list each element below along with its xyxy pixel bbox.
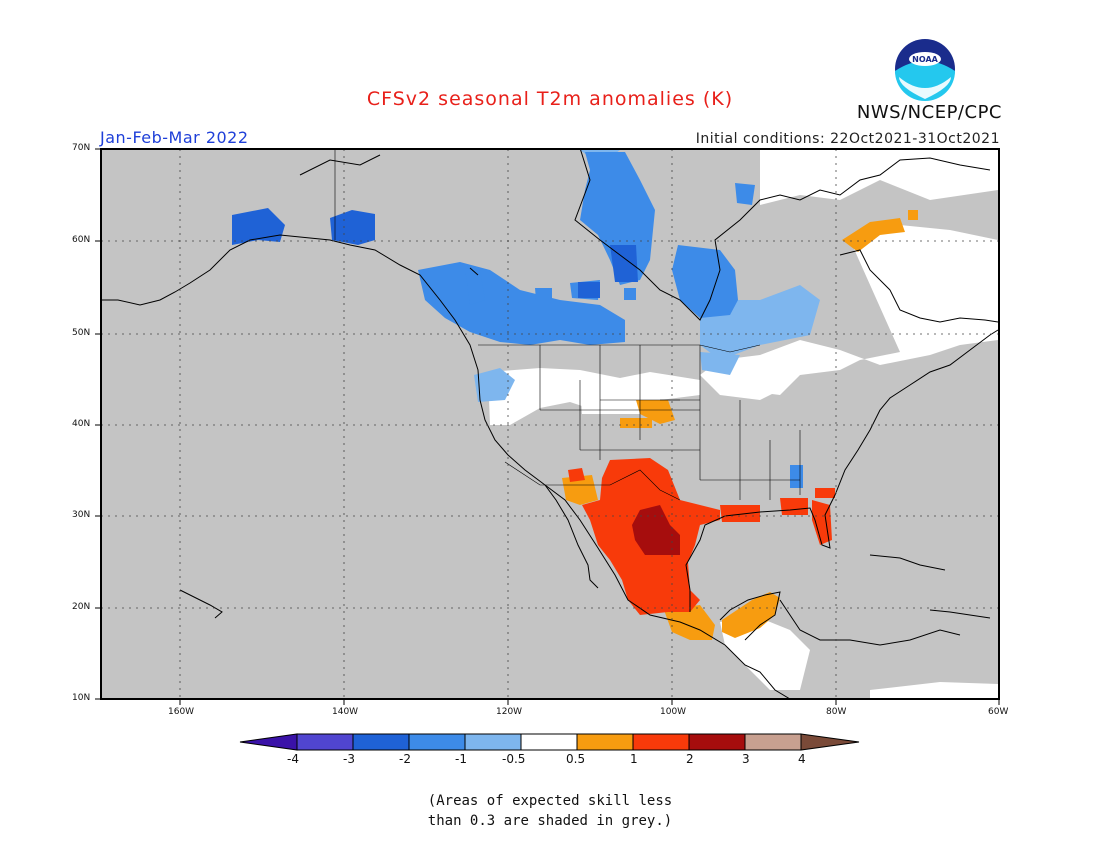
logo-text: NOAA bbox=[912, 55, 938, 64]
warm-anomaly-0.5-1 bbox=[562, 210, 918, 640]
lon-label-60w: 60W bbox=[988, 707, 1009, 717]
lon-label-120w: 120W bbox=[496, 707, 523, 717]
lat-label-50n: 50N bbox=[72, 328, 91, 338]
colorbar-tick: -0.5 bbox=[502, 752, 526, 766]
colorbar-tick: 0.5 bbox=[566, 752, 586, 766]
lat-label-30n: 30N bbox=[72, 510, 91, 520]
colorbar-tick: 1 bbox=[630, 752, 638, 766]
neutral-zones bbox=[488, 150, 998, 699]
colorbar-tick: 4 bbox=[798, 752, 806, 766]
lat-label-60n: 60N bbox=[72, 235, 91, 245]
lon-label-160w: 160W bbox=[168, 707, 195, 717]
colorbar-tick: 3 bbox=[742, 752, 750, 766]
colorbar-high-arrow bbox=[800, 733, 860, 751]
colorbar-low-arrow bbox=[239, 733, 298, 751]
coastlines bbox=[101, 149, 999, 699]
lat-label-40n: 40N bbox=[72, 419, 91, 429]
colorbar-tick: -3 bbox=[343, 752, 355, 766]
cold-anomaly-1-2 bbox=[418, 152, 803, 488]
colorbar-tick: -2 bbox=[399, 752, 411, 766]
map-frame bbox=[100, 148, 1000, 700]
political-boundaries bbox=[334, 150, 801, 501]
colorbar-tick: 2 bbox=[686, 752, 694, 766]
warm-anomaly-2-3 bbox=[632, 505, 680, 555]
noaa-logo-icon: NOAA bbox=[895, 39, 955, 101]
lat-label-10n: 10N bbox=[72, 693, 91, 703]
lon-label-140w: 140W bbox=[332, 707, 359, 717]
initial-conditions-label: Initial conditions: 22Oct2021-31Oct2021 bbox=[695, 131, 1000, 147]
lon-label-100w: 100W bbox=[660, 707, 687, 717]
lat-label-20n: 20N bbox=[72, 602, 91, 612]
skill-footnote: (Areas of expected skill less than 0.3 a… bbox=[427, 793, 673, 829]
lat-label-70n: 70N bbox=[72, 143, 91, 153]
anomaly-map bbox=[95, 148, 1000, 705]
map-title: CFSv2 seasonal T2m anomalies (K) bbox=[366, 88, 734, 110]
colorbar-tick: -1 bbox=[455, 752, 467, 766]
colorbar bbox=[239, 733, 860, 751]
agency-label: NWS/NCEP/CPC bbox=[856, 102, 1002, 123]
lon-label-80w: 80W bbox=[826, 707, 847, 717]
season-label: Jan-Feb-Mar 2022 bbox=[100, 128, 249, 147]
cold-anomaly-2-3 bbox=[232, 208, 638, 298]
axis-ticks bbox=[95, 148, 1000, 705]
map-grid bbox=[101, 149, 999, 699]
colorbar-tick: -4 bbox=[287, 752, 299, 766]
